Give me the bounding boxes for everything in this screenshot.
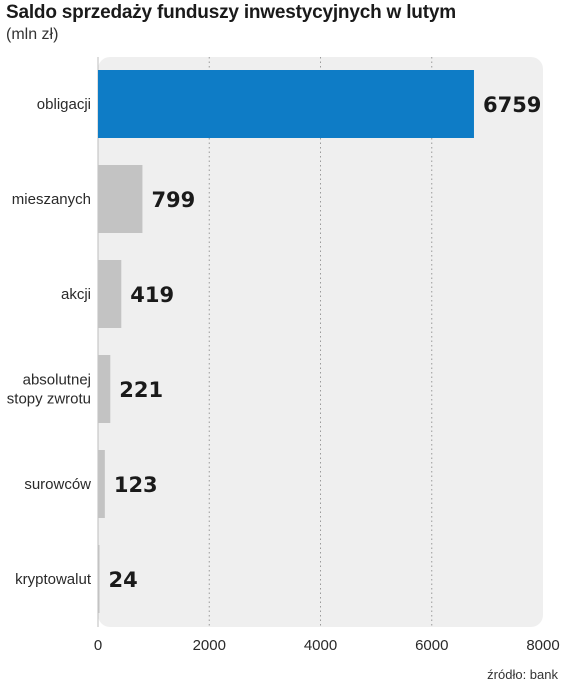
- source-note: źródło: bank: [487, 667, 558, 682]
- value-labels: 6759 799 419 221 123 24: [109, 93, 542, 592]
- value-label: 799: [151, 188, 195, 212]
- category-label: surowców: [24, 476, 91, 493]
- category-label: akcji: [61, 286, 91, 303]
- x-tick-label: 6000: [415, 637, 448, 654]
- chart-title: Saldo sprzedaży funduszy inwestycyjnych …: [6, 2, 456, 23]
- x-tick-label: 4000: [304, 637, 337, 654]
- x-tick-label: 2000: [193, 637, 226, 654]
- bar: [98, 355, 111, 423]
- value-label: 24: [109, 568, 138, 592]
- value-label: 6759: [483, 93, 541, 117]
- x-tick-label: 8000: [526, 637, 559, 654]
- bar: [98, 70, 474, 138]
- bar: [98, 260, 122, 328]
- category-label: obligacji: [37, 96, 91, 113]
- bar: [98, 450, 105, 518]
- value-label: 221: [119, 378, 163, 402]
- category-label: absolutnej: [23, 372, 91, 389]
- category-label: mieszanych: [12, 191, 91, 208]
- chart-subtitle: (mln zł): [6, 26, 59, 43]
- value-label: 419: [130, 283, 174, 307]
- bars: [98, 70, 474, 613]
- category-label: kryptowalut: [15, 571, 92, 588]
- bar: [98, 545, 100, 613]
- x-axis-ticks: 0 2000 4000 6000 8000: [94, 637, 560, 654]
- x-tick-label: 0: [94, 637, 102, 654]
- value-label: 123: [114, 473, 158, 497]
- bar: [98, 165, 143, 233]
- category-labels: obligacji mieszanych akcji absolutnej stopy …: [7, 96, 92, 588]
- category-label: stopy zwrotu: [7, 391, 91, 408]
- grid-lines: [97, 57, 433, 627]
